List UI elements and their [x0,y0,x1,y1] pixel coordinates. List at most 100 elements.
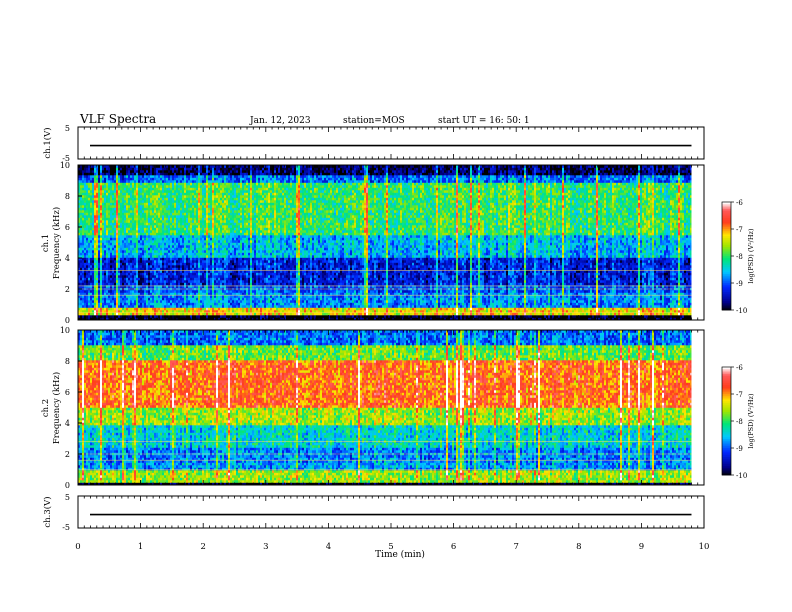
spectrogram-cell [110,260,112,263]
spectrogram-cell [108,190,110,193]
spectrogram-cell [114,183,116,186]
spectrogram-cell [110,305,112,308]
spectrogram-cell [92,175,94,178]
spectrogram-cell [108,223,110,226]
spectrogram-cell [116,238,118,241]
spectrogram-cell [106,243,108,246]
spectrogram-cell [112,265,114,268]
spectrogram-cell [80,233,82,236]
spectrogram-cell [86,205,88,208]
spectrogram-cell [108,175,110,178]
spectrogram-cell [110,240,112,243]
spectrogram-cell [96,213,98,216]
spectrogram-cell [86,248,88,251]
spectrogram-cell [104,223,106,226]
spectrogram-cell [102,293,104,296]
spectrogram-cell [96,233,98,236]
spectrogram-cell [92,183,94,186]
spectrogram-cell [80,210,82,213]
spectrogram-cell [90,235,92,238]
spectrogram-cell [80,190,82,193]
spectrogram-cell [108,195,110,198]
spectrogram-cell [108,203,110,206]
spectrogram-cell [80,170,82,173]
spectrogram-cell [90,198,92,201]
spectrogram-cell [80,228,82,231]
spectrogram-cell [104,218,106,221]
spectrogram-cell [104,258,106,261]
spectrogram-cell [100,263,102,266]
spectrogram-cell [116,313,118,316]
spectrogram-cell [86,190,88,193]
spectrogram-cell [82,195,84,198]
spectrogram-cell [106,280,108,283]
spectrogram-cell [102,300,104,303]
spectrogram-cell [92,308,94,311]
spectrogram-cell [94,230,96,233]
spectrogram-cell [104,308,106,311]
spectrogram-cell [86,168,88,171]
spectrogram-cell [90,283,92,286]
spectrogram-cell [82,183,84,186]
spectrogram-cell [106,178,108,181]
spectrogram-cell [80,273,82,276]
spectrogram-cell [94,178,96,181]
spectrogram-cell [92,228,94,231]
spectrogram-cell [80,305,82,308]
spectrogram-cell [82,308,84,311]
spectrogram-cell [86,315,88,318]
spectrogram-cell [82,263,84,266]
spectrogram-cell [102,175,104,178]
spectrogram-cell [80,223,82,226]
spectrogram-cell [100,213,102,216]
spectrogram-cell [102,265,104,268]
spectrogram-cell [102,210,104,213]
spectrogram-cell [98,260,100,263]
spectrogram-cell [90,200,92,203]
spectrogram-cell [100,183,102,186]
spectrogram-cell [86,180,88,183]
spectrogram-cell [98,215,100,218]
spectrogram-cell [108,265,110,268]
spectrogram-cell [104,240,106,243]
spectrogram-cell [114,260,116,263]
spectrogram-cell [90,263,92,266]
spectrogram-cell [96,265,98,268]
spectrogram-cell [88,230,90,233]
spectrogram-cell [92,173,94,176]
spectrogram-cell [112,213,114,216]
spectrogram-cell [102,238,104,241]
spectrogram-cell [106,215,108,218]
spectrogram-cell [92,225,94,228]
spectrogram-cell [86,210,88,213]
spectrogram-cell [86,203,88,206]
spectrogram-cell [100,190,102,193]
spectrogram-cell [90,315,92,318]
spectrogram-cell [80,283,82,286]
spectrogram-cell [116,188,118,191]
spectrogram-cell [80,205,82,208]
spectrogram-cell [96,308,98,311]
spectrogram-cell [84,200,86,203]
spectrogram-cell [96,225,98,228]
spectrogram-cell [92,293,94,296]
spectrogram-cell [116,260,118,263]
spectrogram-cell [112,250,114,253]
spectrogram-cell [116,185,118,188]
spectrogram-cell [114,193,116,196]
spectrogram-cell [106,180,108,183]
spectrogram-cell [108,240,110,243]
spectrogram-cell [86,175,88,178]
spectrogram-cell [112,198,114,201]
spectrogram-cell [86,293,88,296]
spectrogram-cell [114,280,116,283]
spectrogram-cell [116,303,118,306]
spectrogram-cell [92,258,94,261]
spectrogram-cell [100,168,102,171]
spectrogram-cell [92,255,94,258]
spectrogram-cell [96,255,98,258]
spectrogram-cell [112,258,114,261]
spectrogram-cell [80,240,82,243]
spectrogram-cell [84,263,86,266]
spectrogram-cell [86,255,88,258]
